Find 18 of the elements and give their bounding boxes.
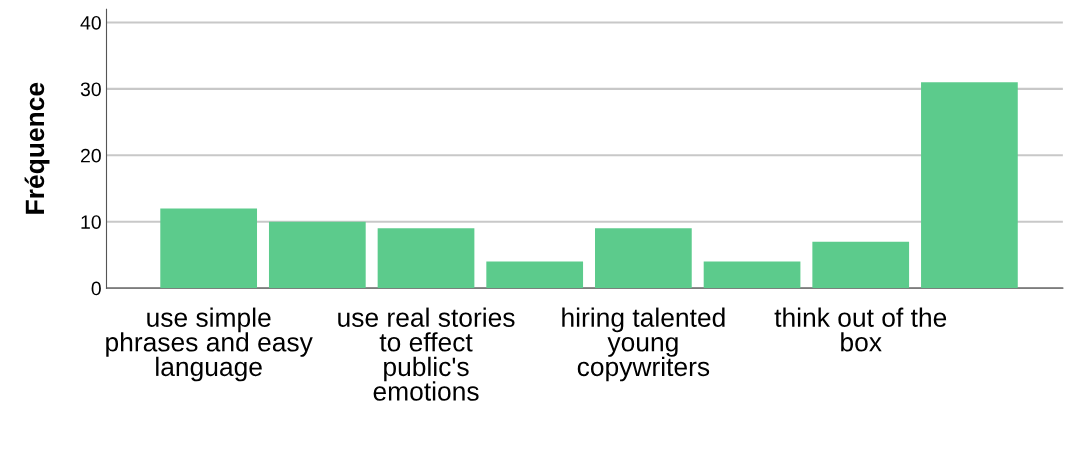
y-tick-label: 20 [80,148,101,163]
bar [160,208,258,289]
x-tick-label: use real stories to effect public's emotions [338,307,515,401]
y-tick-label: 10 [81,215,101,229]
bar [377,228,475,289]
y-tick-label: 40 [80,15,101,30]
bar [595,228,692,289]
y-tick-label: 30 [80,82,101,97]
y-axis-title: Fréquence [24,82,50,214]
bar [703,261,801,289]
y-tick-label: 0 [91,281,101,296]
bar [486,261,584,289]
x-tick-label: think out of the box [774,307,947,352]
bar [268,221,366,289]
bar [812,241,910,289]
bar [921,82,1018,289]
x-tick-label: hiring talented young copywriters [562,307,725,382]
x-tick-label: use simple phrases and easy language [106,307,313,382]
